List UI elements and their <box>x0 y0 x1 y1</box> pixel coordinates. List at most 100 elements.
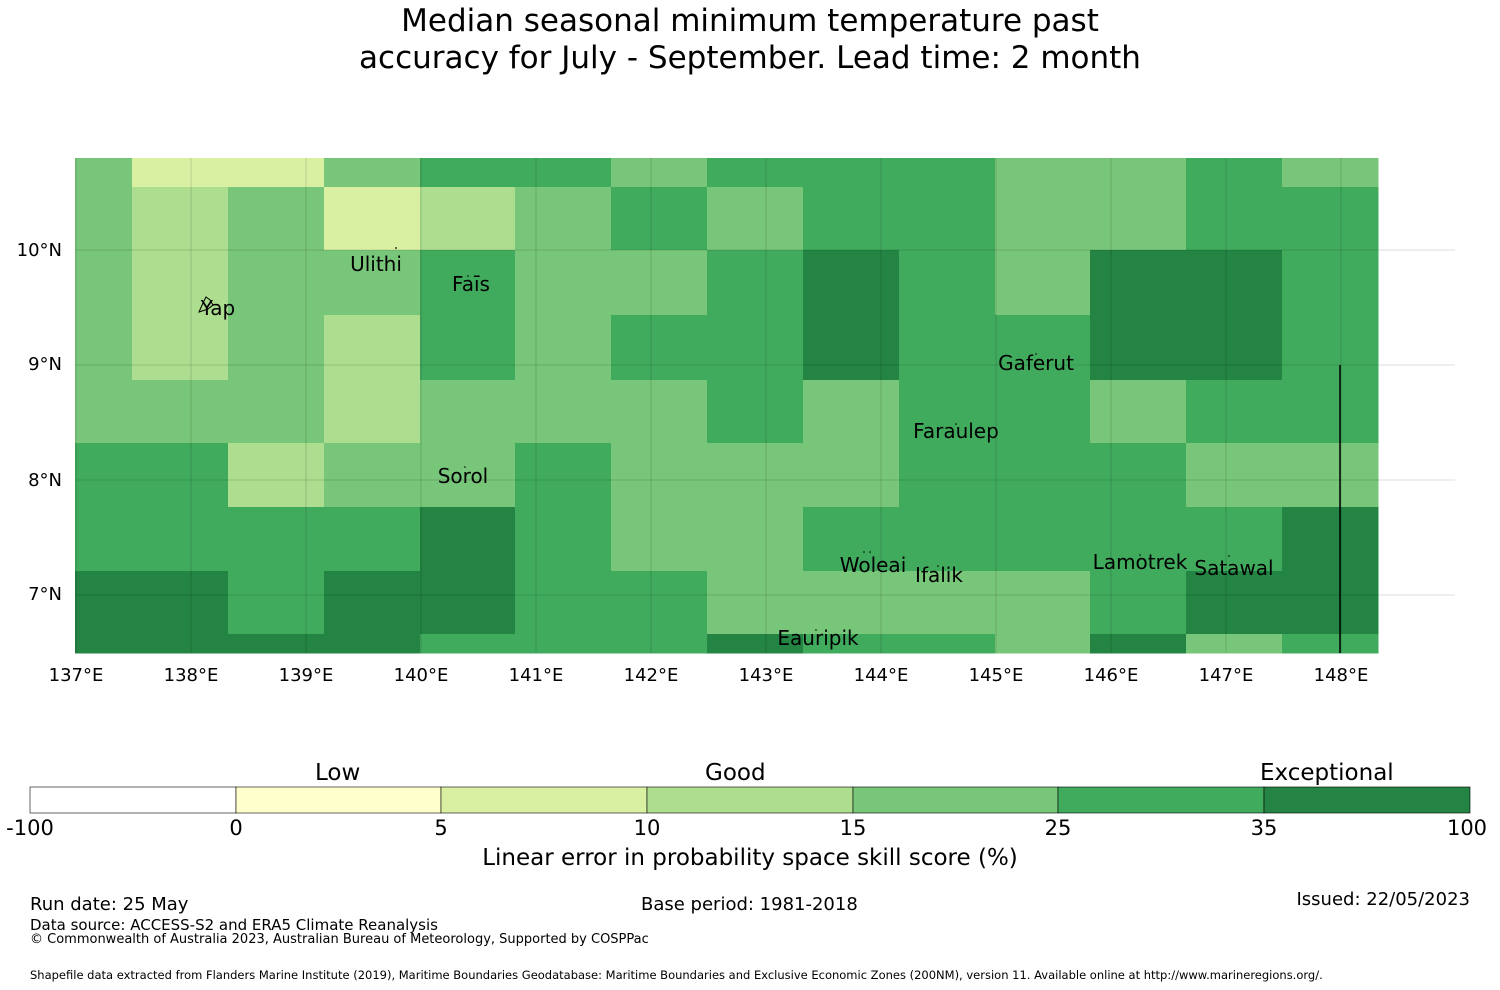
skill-cell <box>228 571 325 635</box>
skill-cell <box>515 187 612 251</box>
skill-cell <box>707 507 804 572</box>
graticule <box>75 158 1455 653</box>
skill-cell <box>1282 158 1379 188</box>
place-label-woleai: Woleai <box>840 553 907 577</box>
skill-cell <box>324 443 421 508</box>
skill-cell <box>995 250 1091 316</box>
skill-cell <box>707 380 804 444</box>
copyright: © Commonwealth of Australia 2023, Austra… <box>30 932 649 947</box>
longitude-tick-labels: 137°E 138°E 139°E 140°E 141°E 142°E 143°… <box>49 665 1369 686</box>
place-label-fais: Faīs <box>452 272 490 296</box>
skill-cell <box>132 380 229 444</box>
lon-tick-label: 139°E <box>279 665 334 686</box>
skill-cell <box>132 571 229 635</box>
skill-cell <box>1186 443 1283 508</box>
skill-cell <box>228 158 325 188</box>
island-dot-fais <box>467 275 469 277</box>
skill-cell <box>899 634 996 654</box>
skill-cell <box>420 571 516 635</box>
skill-cell <box>515 250 612 316</box>
place-label-eauripik: Eauripik <box>777 626 859 650</box>
skill-cell <box>1090 634 1187 654</box>
lon-tick-label: 145°E <box>969 665 1024 686</box>
skill-cell <box>1282 443 1379 508</box>
skill-cell <box>995 634 1091 654</box>
skill-cell <box>228 315 325 381</box>
shapefile-credit: Shapefile data extracted from Flanders M… <box>30 968 1323 982</box>
skill-cell <box>1090 507 1187 572</box>
place-label-lamotrek: Lamotrek <box>1093 550 1188 574</box>
issued-date: Issued: 22/05/2023 <box>1296 889 1470 910</box>
lon-tick-label: 137°E <box>49 665 104 686</box>
island-dot-woleai-2 <box>869 551 871 553</box>
skill-cell <box>75 250 133 316</box>
skill-cell <box>1282 380 1379 444</box>
island-dot-lamotrek <box>1139 554 1141 556</box>
skill-cell <box>995 187 1091 251</box>
skill-cell <box>899 443 996 508</box>
skill-cell <box>803 380 900 444</box>
skill-cell <box>611 187 708 251</box>
skill-cell <box>515 443 612 508</box>
skill-cell <box>1186 380 1283 444</box>
lon-tick-label: 141°E <box>509 665 564 686</box>
skill-cell <box>707 250 804 316</box>
island-dot-ulithi <box>395 247 397 249</box>
yap-island-outline <box>198 296 214 313</box>
skill-cell <box>75 315 133 381</box>
skill-cell <box>1090 315 1187 381</box>
skill-cell <box>707 571 804 635</box>
island-dot-gaferut <box>1035 353 1037 355</box>
lat-tick-label: 9°N <box>28 354 62 375</box>
skill-cell <box>899 571 996 635</box>
colorbar <box>29 786 1471 814</box>
skill-cell <box>995 571 1091 635</box>
skill-cell <box>75 443 133 508</box>
skill-cell <box>75 380 133 444</box>
skill-cell <box>324 187 421 251</box>
skill-cell <box>899 507 996 572</box>
skill-cell <box>1282 315 1379 381</box>
skill-cell <box>803 158 900 188</box>
skill-cell <box>324 158 421 188</box>
skill-cell <box>995 158 1091 188</box>
place-label-yap: Yap <box>200 296 235 320</box>
skill-cell <box>1282 571 1379 635</box>
colorbar-tick: -100 <box>6 816 54 840</box>
skill-cell <box>707 634 804 654</box>
skill-cell <box>515 315 612 381</box>
skill-cell <box>75 158 133 188</box>
place-label-faraulep: Faraulep <box>913 419 999 443</box>
skill-cell <box>1186 187 1283 251</box>
skill-cell <box>611 634 708 654</box>
skill-cell <box>1282 187 1379 251</box>
skill-cell <box>1090 443 1187 508</box>
data-source: Data source: ACCESS-S2 and ERA5 Climate … <box>30 916 438 934</box>
skill-cell <box>75 571 133 635</box>
skill-cell <box>707 158 804 188</box>
skill-cell <box>899 380 996 444</box>
skill-cell <box>324 315 421 381</box>
skill-cell <box>228 443 325 508</box>
place-label-ulithi: Ulithi <box>350 252 402 276</box>
colorbar-tick: 25 <box>1044 816 1072 840</box>
skill-cell <box>1090 380 1187 444</box>
skill-cell <box>132 315 229 381</box>
place-label-sorol: Sorol <box>438 464 489 488</box>
skill-cell <box>228 250 325 316</box>
colorbar-swatch <box>29 786 237 814</box>
colorbar-swatch <box>1263 786 1471 814</box>
skill-cell <box>1282 250 1379 316</box>
run-date: Run date: 25 May <box>30 894 189 915</box>
skill-cell <box>324 250 421 316</box>
lon-tick-label: 146°E <box>1084 665 1139 686</box>
chart-title-line-2: accuracy for July - September. Lead time… <box>359 40 1141 76</box>
colorbar-tick: 15 <box>839 816 867 840</box>
island-dot-faraulep <box>955 423 957 425</box>
island-dot-eauripik <box>815 629 817 631</box>
island-markers <box>198 247 1230 631</box>
skill-cell <box>611 571 708 635</box>
skill-cell <box>228 634 325 654</box>
lon-tick-label: 144°E <box>854 665 909 686</box>
lon-tick-label: 140°E <box>394 665 449 686</box>
